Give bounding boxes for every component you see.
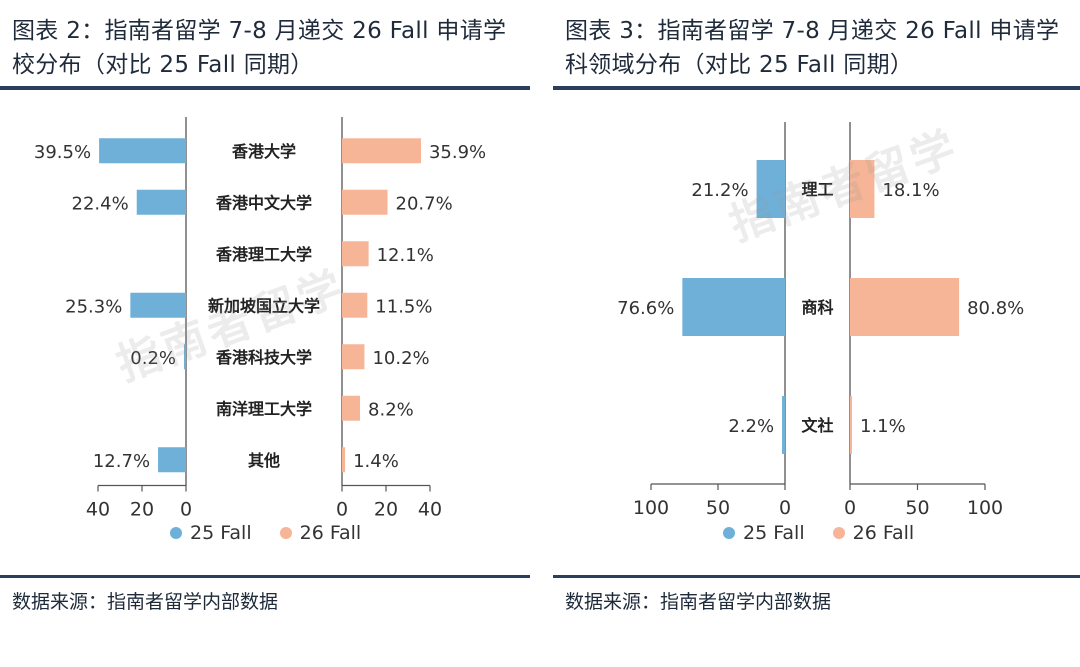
data-label-25-fall: 2.2% (728, 416, 774, 437)
category-label: 理工 (801, 180, 833, 199)
left-tick-label: 100 (633, 497, 669, 519)
bar-26-fall (850, 278, 960, 336)
bar-26-fall (342, 241, 369, 267)
data-label-25-fall: 21.2% (691, 180, 748, 201)
bar-26-fall (342, 344, 365, 370)
category-label: 新加坡国立大学 (208, 296, 320, 315)
legend-label-25-fall: 25 Fall (190, 522, 252, 544)
top-divider (553, 86, 1080, 90)
right-tick-label: 50 (905, 497, 929, 519)
legend-label-26-fall: 26 Fall (299, 522, 362, 544)
chart-panel-schools: 图表 2：指南者留学 7-8 月递交 26 Fall 申请学校分布（对比 25 … (0, 0, 530, 667)
data-source-note: 数据来源：指南者留学内部数据 (12, 591, 279, 613)
legend-item-25-fall: 25 Fall (723, 522, 805, 544)
data-label-26-fall: 8.2% (368, 399, 414, 420)
chart-title: 图表 3：指南者留学 7-8 月递交 26 Fall 申请学科领域分布（对比 2… (565, 18, 1060, 78)
data-label-25-fall: 39.5% (34, 142, 91, 163)
left-tick-label: 50 (706, 497, 730, 519)
right-tick-label: 40 (418, 499, 442, 521)
right-tick-label: 20 (374, 499, 398, 521)
legend-swatch-26-fall (832, 527, 845, 539)
category-label: 商科 (801, 298, 833, 317)
bar-26-fall (342, 138, 421, 164)
bar-25-fall (158, 447, 186, 473)
left-tick-label: 40 (86, 499, 110, 521)
bar-25-fall (756, 160, 785, 218)
data-label-25-fall: 0.2% (130, 348, 176, 369)
data-label-26-fall: 18.1% (882, 180, 939, 201)
right-tick-label: 0 (336, 499, 348, 521)
left-tick-label: 20 (130, 499, 154, 521)
data-label-26-fall: 1.4% (353, 451, 399, 472)
category-label: 南洋理工大学 (216, 399, 312, 418)
bar-26-fall (850, 160, 875, 218)
data-label-26-fall: 11.5% (375, 296, 432, 317)
data-label-26-fall: 20.7% (396, 193, 453, 214)
bar-25-fall (136, 189, 186, 215)
bar-25-fall (99, 138, 186, 164)
category-label: 香港理工大学 (215, 245, 312, 264)
legend-item-26-fall: 26 Fall (832, 522, 915, 544)
chart-legend: 25 Fall 26 Fall (170, 522, 361, 544)
legend-swatch-26-fall (279, 527, 292, 539)
bar-26-fall (342, 292, 368, 318)
data-label-26-fall: 12.1% (377, 245, 434, 266)
bar-26-fall (850, 396, 852, 454)
schools-butterfly-chart: 40 20 0 0 20 40 香港大学 39.5% 35.9% 香港中文大学 22.4% 20.7%… (34, 117, 486, 521)
data-label-26-fall: 10.2% (372, 348, 429, 369)
category-label: 香港中文大学 (215, 193, 312, 212)
bar-25-fall (682, 278, 785, 336)
data-label-25-fall: 25.3% (65, 296, 122, 317)
right-tick-label: 100 (967, 497, 1003, 519)
data-label-25-fall: 76.6% (617, 298, 674, 319)
category-label: 香港大学 (231, 142, 296, 161)
bar-26-fall (342, 189, 388, 215)
bar-25-fall (184, 344, 186, 370)
bar-26-fall (342, 447, 346, 473)
legend-label-26-fall: 26 Fall (852, 522, 915, 544)
legend-swatch-25-fall (723, 527, 735, 539)
right-tick-label: 0 (844, 497, 856, 519)
top-divider (0, 86, 530, 90)
data-source-note: 数据来源：指南者留学内部数据 (565, 591, 832, 613)
bar-25-fall (130, 292, 186, 318)
left-tick-label: 0 (779, 497, 791, 519)
chart-title: 图表 2：指南者留学 7-8 月递交 26 Fall 申请学校分布（对比 25 … (12, 18, 507, 78)
legend-item-25-fall: 25 Fall (170, 522, 252, 544)
chart-legend: 25 Fall 26 Fall (723, 522, 914, 544)
data-label-26-fall: 1.1% (860, 416, 906, 437)
bar-25-fall (782, 396, 785, 454)
bottom-divider (0, 575, 530, 578)
data-label-26-fall: 80.8% (967, 298, 1024, 319)
legend-item-26-fall: 26 Fall (279, 522, 362, 544)
data-label-26-fall: 35.9% (429, 142, 486, 163)
bottom-divider (553, 575, 1080, 578)
data-label-25-fall: 12.7% (93, 451, 150, 472)
subjects-butterfly-chart: 100 50 0 0 50 100 理工 21.2% 18.1% 商科 76.6% 80.8% 文社 2.… (617, 122, 1024, 519)
category-label: 其他 (248, 451, 280, 470)
category-label: 文社 (801, 416, 833, 435)
left-tick-label: 0 (180, 499, 192, 521)
legend-swatch-25-fall (170, 527, 182, 539)
legend-label-25-fall: 25 Fall (743, 522, 805, 544)
category-label: 香港科技大学 (215, 348, 312, 367)
bar-26-fall (342, 395, 361, 421)
chart-panel-subjects: 图表 3：指南者留学 7-8 月递交 26 Fall 申请学科领域分布（对比 2… (553, 0, 1080, 667)
data-label-25-fall: 22.4% (72, 193, 129, 214)
